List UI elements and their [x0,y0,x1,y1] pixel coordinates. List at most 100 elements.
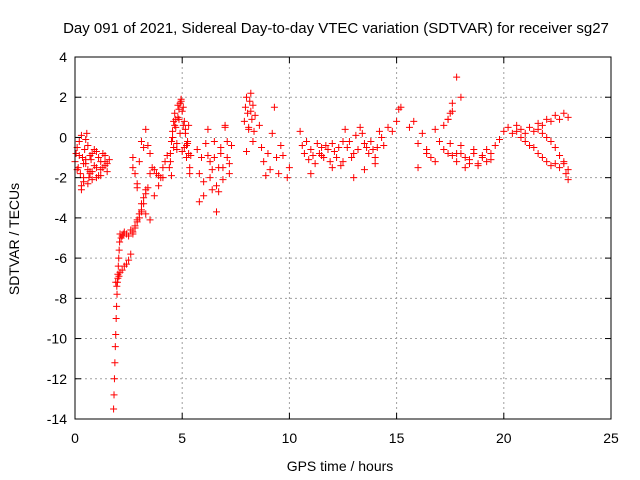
data-point [322,141,330,149]
data-point [538,154,546,162]
data-point [131,170,139,178]
data-point [84,180,92,188]
data-point [202,139,210,147]
data-point [371,160,379,168]
data-point [345,137,353,145]
data-point [76,170,84,178]
x-tick-label: 0 [71,430,79,446]
data-point [101,158,109,166]
data-point [414,139,422,147]
data-point [543,158,551,166]
data-point [457,93,465,101]
data-point [423,150,431,158]
y-tick-label: -4 [55,210,68,226]
data-point [405,123,413,131]
data-point [448,152,456,160]
data-point [339,158,347,166]
data-point [521,129,529,137]
data-point [521,137,529,145]
data-point [131,222,139,230]
data-point [105,156,113,164]
data-point [116,238,124,246]
y-tick-label: -6 [55,250,68,266]
data-point [526,141,534,149]
data-point [465,160,473,168]
data-point [221,121,229,129]
data-point [352,131,360,139]
data-point [517,133,525,141]
data-point [187,152,195,160]
data-point [110,405,118,413]
data-point [309,152,317,160]
data-point [97,166,105,174]
data-point [296,127,304,135]
data-point [200,192,208,200]
data-point [418,129,426,137]
data-point [513,121,521,129]
data-point [508,129,516,137]
data-point [275,170,283,178]
data-point [534,150,542,158]
data-point [431,158,439,166]
data-point [113,290,121,298]
y-tick-label: -12 [47,371,67,387]
data-point [339,137,347,145]
data-point [80,160,88,168]
data-point [530,127,538,135]
data-point [165,164,173,172]
data-point [169,127,177,135]
data-point [444,115,452,123]
data-point [186,164,194,172]
data-point [483,146,491,154]
data-point [92,164,100,172]
data-point [150,192,158,200]
data-point [115,246,123,254]
data-point [283,174,291,182]
data-point [213,182,221,190]
data-point [113,302,121,310]
data-point [435,137,443,145]
data-point [146,216,154,224]
data-point [169,133,177,141]
data-point [75,152,83,160]
data-point [305,156,313,164]
data-point [195,170,203,178]
data-point [223,137,231,145]
data-point [328,164,336,172]
y-tick-label: 2 [59,89,67,105]
data-point [487,156,495,164]
data-point [113,282,121,290]
data-point [112,278,120,286]
data-point [88,150,96,158]
data-point [270,103,278,111]
data-point [159,174,167,182]
data-point [483,158,491,166]
data-point [307,146,315,154]
data-point [110,375,118,383]
data-point [300,150,308,158]
data-point [496,135,504,143]
data-point [564,166,572,174]
data-point [246,97,254,105]
data-point [258,144,266,151]
data-point [307,170,315,178]
data-point [378,133,386,141]
data-point [111,343,119,351]
data-point [137,137,145,145]
data-point [170,144,178,151]
data-point [118,266,126,274]
data-point [335,144,343,151]
data-point [318,152,326,160]
data-point [551,111,559,119]
data-point [83,129,91,137]
data-point [446,139,454,147]
data-point [547,162,555,170]
data-point [298,141,306,149]
data-point [266,166,274,174]
data-point [356,123,364,131]
data-point [140,194,148,202]
data-point [127,250,135,258]
data-point [414,164,422,172]
data-point [470,146,478,154]
data-point [185,121,193,129]
